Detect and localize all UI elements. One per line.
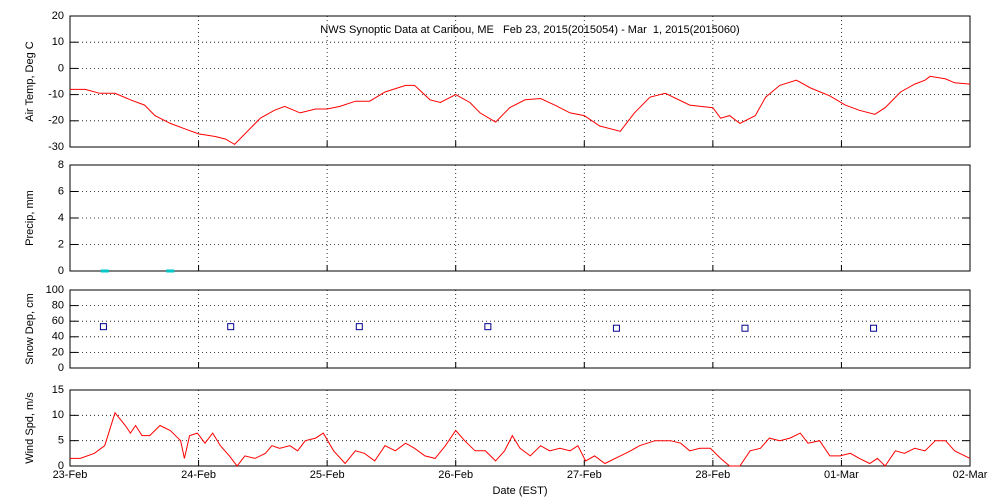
y-tick-label: 0 <box>58 362 64 374</box>
y-tick-label: 8 <box>58 159 64 171</box>
x-tick-label: 02-Mar <box>953 469 988 481</box>
y-tick-label: 0 <box>58 265 64 277</box>
y-tick-label: 4 <box>58 212 64 224</box>
data-point <box>100 269 109 273</box>
y-tick-label: 0 <box>58 460 64 472</box>
y-tick-label: -10 <box>48 89 64 101</box>
data-line <box>70 75 971 146</box>
data-point <box>166 269 175 273</box>
y-tick-label: 0 <box>58 62 64 74</box>
plot-frame <box>69 389 971 467</box>
x-tick-label: 23-Feb <box>53 469 88 481</box>
data-point <box>99 323 107 331</box>
y-tick-label: 20 <box>52 10 64 22</box>
data-point <box>484 323 492 331</box>
x-tick-label: 26-Feb <box>438 469 473 481</box>
y-tick-label: 100 <box>46 284 64 296</box>
x-tick-label: 27-Feb <box>567 469 602 481</box>
y-tick-label: 10 <box>52 36 64 48</box>
plot-frame <box>69 289 971 369</box>
y-tick-label: 5 <box>58 435 64 447</box>
y-axis-label: Snow Dep, cm <box>24 293 36 365</box>
data-point <box>870 324 878 332</box>
y-tick-label: 10 <box>52 409 64 421</box>
y-tick-label: 40 <box>52 331 64 343</box>
y-axis-label: Wind Spd, m/s <box>24 392 36 464</box>
y-tick-label: 80 <box>52 300 64 312</box>
y-tick-label: 15 <box>52 384 64 396</box>
x-tick-label: 25-Feb <box>310 469 345 481</box>
y-tick-label: 20 <box>52 346 64 358</box>
data-point <box>741 324 749 332</box>
y-tick-label: 60 <box>52 315 64 327</box>
chart-title: NWS Synoptic Data at Caribou, ME Feb 23,… <box>320 24 739 36</box>
x-tick-label: 24-Feb <box>181 469 216 481</box>
y-axis-label: Precip, mm <box>24 190 36 246</box>
y-tick-label: 2 <box>58 238 64 250</box>
data-line <box>70 411 971 467</box>
x-axis-label: Date (EST) <box>492 485 547 497</box>
y-tick-label: 6 <box>58 185 64 197</box>
y-tick-label: -20 <box>48 115 64 127</box>
x-tick-label: 28-Feb <box>695 469 730 481</box>
data-point <box>227 323 235 331</box>
data-point <box>355 323 363 331</box>
data-point <box>612 324 620 332</box>
x-tick-label: 01-Mar <box>824 469 859 481</box>
plot-frame <box>69 15 971 148</box>
y-axis-label: Air Temp, Deg C <box>24 41 36 122</box>
y-tick-label: -30 <box>48 141 64 153</box>
